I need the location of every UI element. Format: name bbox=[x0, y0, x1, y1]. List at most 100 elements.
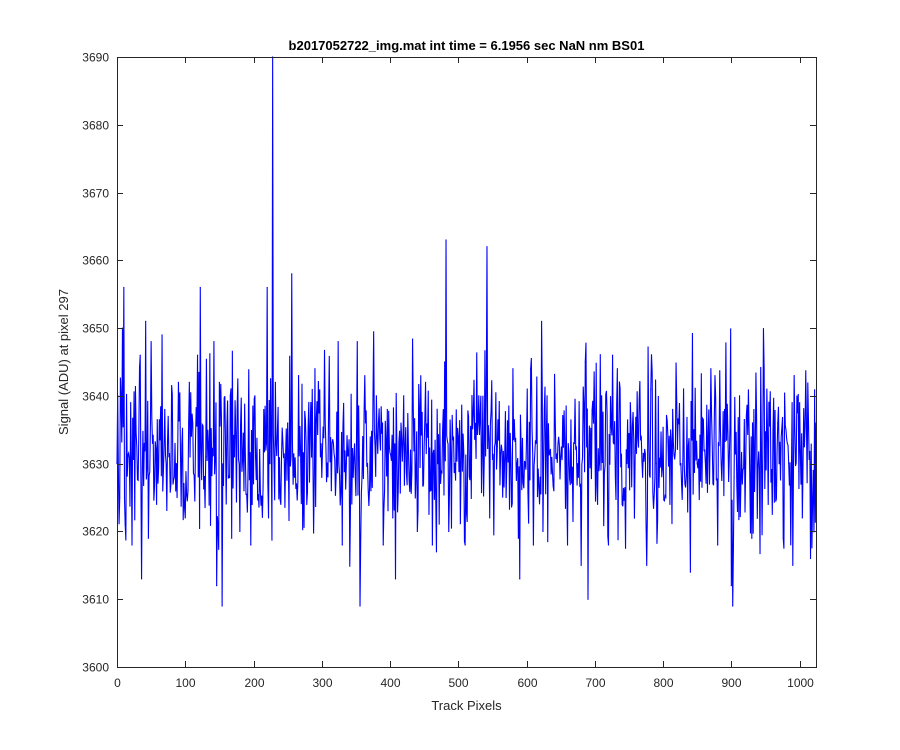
signal-data-point bbox=[131, 544, 133, 546]
series-layer bbox=[116, 56, 817, 607]
signal-data-point bbox=[464, 544, 466, 546]
x-tick-label: 0 bbox=[114, 676, 121, 690]
signal-data-point bbox=[155, 503, 158, 505]
y-tick-label: 3640 bbox=[82, 390, 109, 404]
signal-data-point bbox=[250, 544, 252, 546]
signal-data-point bbox=[560, 456, 562, 458]
signal-data-point bbox=[150, 341, 152, 343]
signal-data-point bbox=[254, 395, 256, 397]
signal-data-point bbox=[130, 402, 132, 404]
signal-data-point bbox=[530, 368, 532, 370]
signal-data-point bbox=[416, 530, 418, 533]
signal-data-point bbox=[151, 442, 154, 444]
signal-data-point bbox=[525, 435, 528, 438]
signal-data-point bbox=[517, 537, 519, 539]
signal-data-point bbox=[409, 449, 412, 451]
x-axis-label: Track Pixels bbox=[431, 698, 502, 713]
signal-data-point bbox=[717, 544, 719, 546]
signal-data-point bbox=[314, 368, 316, 370]
y-tick-label: 3690 bbox=[82, 51, 109, 65]
signal-data-point bbox=[611, 354, 614, 356]
signal-data-point bbox=[489, 517, 491, 519]
signal-data-point bbox=[689, 571, 691, 573]
signal-data-point bbox=[140, 578, 143, 580]
signal-data-point bbox=[231, 537, 233, 539]
signal-data-point bbox=[587, 598, 589, 600]
x-tick-label: 600 bbox=[517, 676, 537, 690]
signal-data-point bbox=[176, 496, 178, 499]
plot-area bbox=[117, 57, 816, 667]
signal-data-point bbox=[196, 354, 199, 356]
signal-data-point bbox=[188, 381, 190, 383]
signal-data-point bbox=[337, 341, 339, 343]
signal-data-point bbox=[494, 442, 496, 444]
signal-data-point bbox=[293, 476, 296, 478]
signal-data-point bbox=[733, 476, 735, 478]
signal-data-point bbox=[392, 517, 394, 519]
signal-data-point bbox=[580, 564, 582, 566]
signal-data-point bbox=[431, 544, 433, 546]
y-tick-label: 3650 bbox=[82, 322, 109, 336]
signal-data-point bbox=[177, 381, 180, 383]
signal-data-point bbox=[229, 395, 231, 397]
signal-data-point bbox=[566, 544, 569, 546]
signal-data-point bbox=[542, 530, 544, 533]
signal-data-point bbox=[184, 517, 186, 519]
signal-data-point bbox=[123, 286, 125, 289]
signal-data-point bbox=[655, 463, 657, 465]
signal-data-point bbox=[573, 442, 575, 444]
signal-data-point bbox=[356, 341, 358, 343]
signal-data-point bbox=[143, 442, 145, 444]
signal-data-point bbox=[297, 374, 300, 377]
signal-data-point bbox=[213, 341, 215, 343]
signal-data-point bbox=[723, 408, 726, 411]
signal-data-point bbox=[291, 273, 293, 275]
signal-data-point bbox=[403, 395, 405, 397]
signal-data-point bbox=[445, 239, 447, 241]
y-axis-label: Signal (ADU) at pixel 297 bbox=[56, 289, 71, 435]
y-tick-label: 3670 bbox=[82, 187, 109, 201]
y-tick-label: 3620 bbox=[82, 525, 109, 539]
signal-data-point bbox=[553, 490, 555, 492]
signal-data-point bbox=[187, 490, 189, 492]
signal-data-point bbox=[243, 490, 245, 492]
signal-data-point bbox=[321, 476, 323, 478]
signal-data-point bbox=[596, 503, 599, 505]
signal-data-point bbox=[437, 463, 439, 465]
signal-data-point bbox=[730, 585, 732, 587]
signal-data-point bbox=[386, 408, 388, 411]
signal-data-point bbox=[444, 361, 446, 363]
x-tick-label: 1000 bbox=[787, 676, 814, 690]
signal-data-point bbox=[124, 524, 126, 526]
signal-data-point bbox=[259, 490, 261, 492]
plot-frame bbox=[117, 57, 817, 668]
signal-data-point bbox=[236, 408, 238, 411]
signal-data-point bbox=[147, 537, 150, 539]
signal-data-point bbox=[394, 578, 397, 580]
signal-data-point bbox=[532, 544, 534, 546]
y-tick-label: 3680 bbox=[82, 119, 109, 133]
signal-data-point bbox=[732, 605, 734, 607]
signal-data-point bbox=[287, 422, 289, 424]
signal-data-point bbox=[345, 463, 347, 465]
signal-data-point bbox=[546, 395, 548, 397]
x-tick-label: 400 bbox=[380, 676, 400, 690]
signal-data-point bbox=[341, 544, 343, 546]
signal-data-point bbox=[233, 456, 236, 458]
signal-data-point bbox=[646, 564, 648, 566]
signal-data-point bbox=[801, 517, 803, 519]
signal-data-point bbox=[218, 381, 220, 383]
signal-data-point bbox=[594, 422, 596, 424]
signal-data-point bbox=[205, 456, 207, 458]
x-tick-label: 200 bbox=[244, 676, 264, 690]
signal-data-point bbox=[375, 395, 377, 397]
signal-data-point bbox=[370, 490, 372, 492]
signal-series-line bbox=[116, 56, 817, 607]
signal-data-point bbox=[512, 368, 514, 370]
signal-data-point bbox=[642, 476, 644, 478]
signal-data-point bbox=[216, 585, 218, 587]
signal-data-point bbox=[535, 442, 537, 444]
x-tick-label: 100 bbox=[175, 676, 195, 690]
signal-data-point bbox=[382, 544, 384, 546]
